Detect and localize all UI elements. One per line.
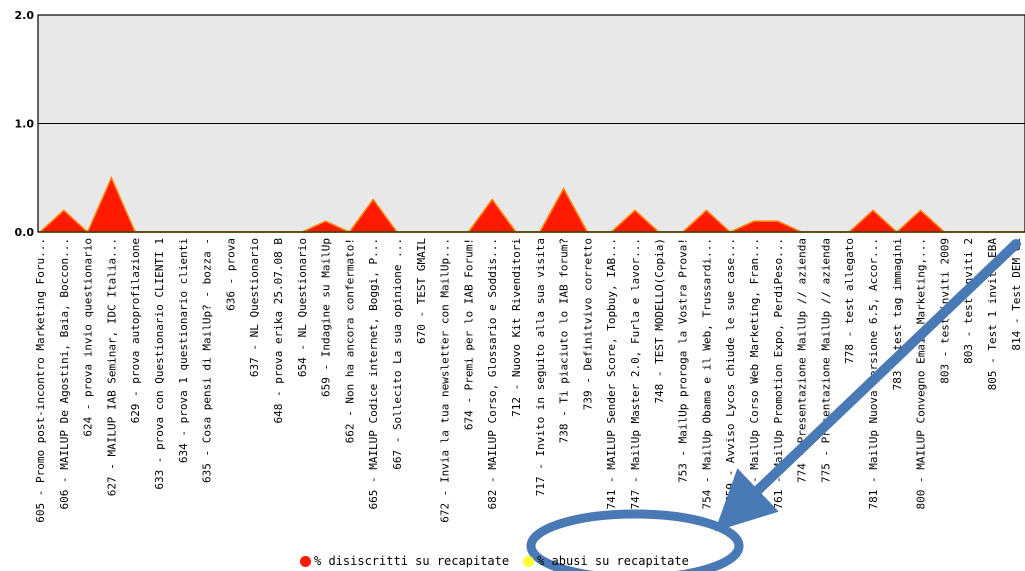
x-tick-label: 814 - Test DEM 01: [1010, 238, 1023, 351]
x-tick-label: 738 - Ti piaciuto lo IAB forum?: [558, 238, 571, 443]
x-tick-label: 774 - Presentazione MailUp // azienda: [796, 238, 809, 483]
x-tick-label: 717 - Invito in seguito alla sua visita: [534, 238, 547, 496]
legend-label-abusi: % abusi su recapitate: [537, 554, 689, 568]
x-tick-label: 760 - MailUp Corso Web Marketing, Fran..…: [748, 238, 761, 510]
x-tick-label: 712 - Nuovo Kit Rivenditori: [510, 238, 523, 417]
legend-swatch-abusi: [523, 555, 535, 567]
x-tick-label: 637 - NL Questionario: [248, 238, 261, 377]
annotation-arrow: [714, 239, 1021, 532]
x-tick-label: 659 - Indagine su MailUp: [320, 238, 333, 397]
legend-item-abusi: % abusi su recapitate: [523, 554, 689, 568]
x-tick-label: 739 - Definitvivo corretto: [581, 238, 594, 410]
legend-swatch-disiscritti: [300, 555, 311, 567]
x-tick-label: 672 - Invia la tua newsletter con MailUp…: [439, 238, 452, 523]
x-tick-label: 778 - test allegato: [843, 238, 856, 364]
x-tick-label: 741 - MAILUP Sender Score, Topbuy, IAB..…: [605, 238, 618, 510]
x-tick-label: 654 - NL Questionario: [296, 238, 309, 377]
x-tick-label: 662 - Non ha ancora confermato!: [343, 238, 356, 443]
y-tick-label: 2.0: [15, 9, 35, 22]
x-tick-label: 636 - prova: [224, 238, 237, 311]
x-tick-label: 634 - prova 1 questionario clienti: [177, 238, 190, 463]
y-tick-label: 0.0: [15, 226, 35, 239]
x-tick-label: 633 - prova con Questionario CLIENTI 1: [153, 238, 166, 490]
x-tick-label: 635 - Cosa pensi di MailUp? - bozza -: [201, 238, 214, 483]
x-tick-label: 747 - MailUp Master 2.0, Furla e lavor..…: [629, 238, 642, 510]
x-tick-label: 667 - Sollecito La sua opinione ...: [391, 238, 404, 470]
legend-item-disiscritti: % disiscritti su recapitate: [300, 554, 509, 568]
x-tick-label: 665 - MAILUP Codice internet, Boggi, P..…: [367, 238, 380, 510]
plot-frame: [37, 14, 1025, 233]
x-tick-label: 674 - Premi per lo IAB Forum!: [462, 238, 475, 430]
x-tick-label: 629 - prova autoprofilazione: [129, 238, 142, 423]
x-tick-label: 754 - MailUp Obama e il Web, Trussardi..…: [700, 238, 713, 510]
x-tick-label: 670 - TEST GMAIL: [415, 238, 428, 344]
x-tick-label: 759 - Avviso Lycos chiude le sue case...: [724, 238, 737, 503]
x-tick-label: 606 - MAILUP De Agostini, Baia, Boccon..…: [58, 238, 71, 510]
x-tick-label: 753 - MailUp proroga la Vostra Prova!: [677, 238, 690, 483]
x-tick-label: 775 - Presentazione MailUp // azienda: [819, 238, 832, 483]
x-tick-label: 605 - Promo post-incontro Marketing Foru…: [34, 238, 47, 523]
legend: % disiscritti su recapitate % abusi su r…: [300, 553, 703, 569]
x-tick-label: 800 - MAILUP Convegno Email Marketing,..…: [915, 238, 928, 510]
x-tick-label: 748 - TEST MODELLO(Copia): [653, 238, 666, 404]
x-tick-label: 648 - prova erika 25.07.08 B: [272, 238, 285, 424]
x-tick-label: 682 - MAILUP Corso, Glossario e Soddis..…: [486, 238, 499, 510]
x-tick-label: 761 - MailUp Promotion Expo, PerdiPeso..…: [772, 238, 785, 510]
y-tick-label: 1.0: [15, 118, 35, 131]
x-tick-label: 624 - prova invio questionario: [82, 238, 95, 437]
x-tick-label: 627 - MAILUP IAB Seminar, IDC Italia...: [105, 238, 118, 496]
x-tick-label: 803 - test inviti 2: [962, 238, 975, 364]
legend-label-disiscritti: % disiscritti su recapitate: [314, 554, 510, 568]
annotation-ellipse: [526, 509, 744, 571]
